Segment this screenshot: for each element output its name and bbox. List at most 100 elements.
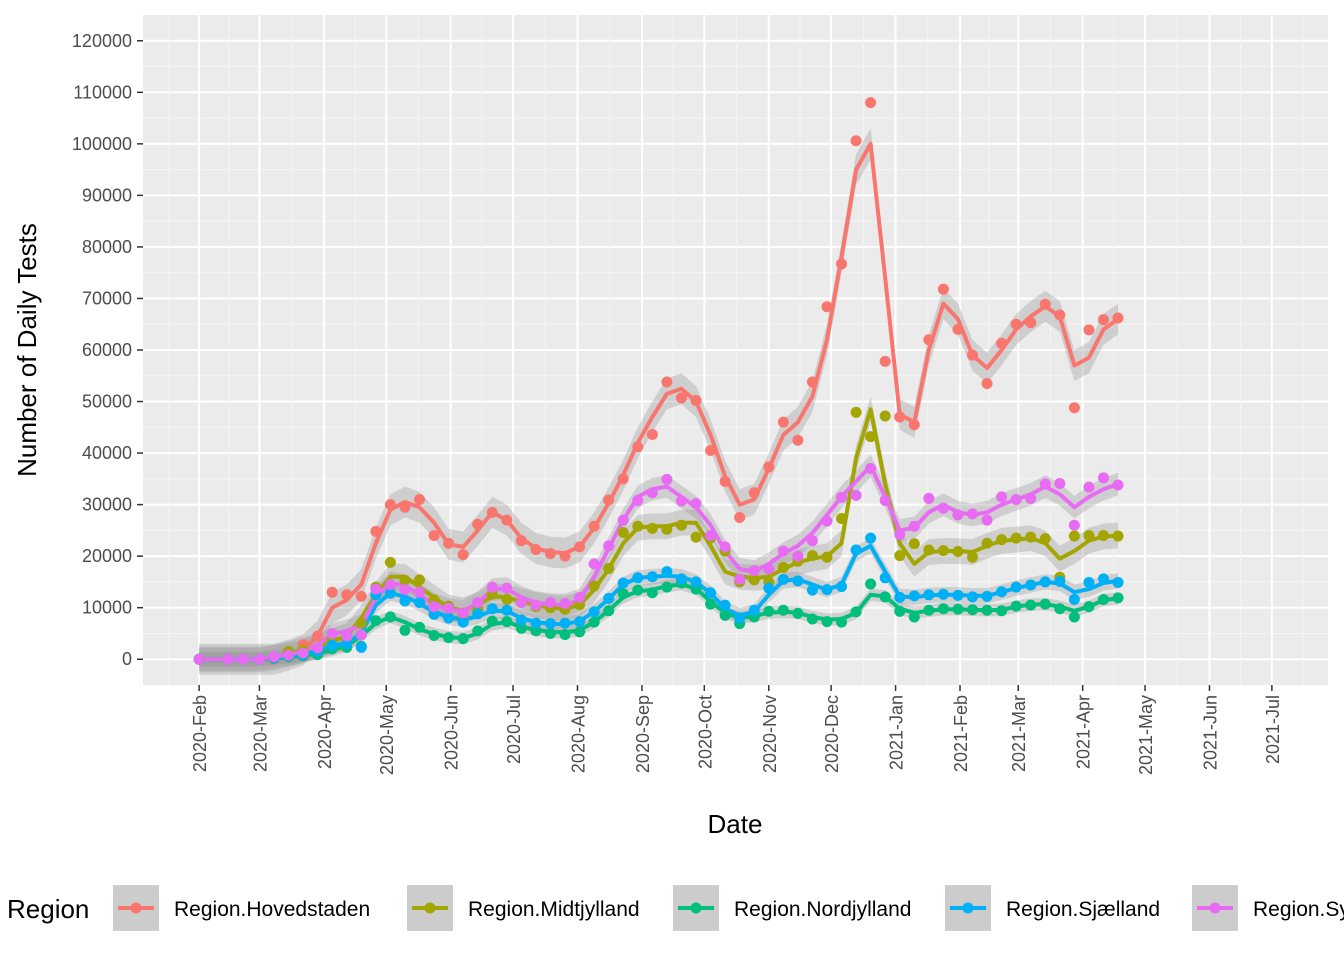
data-point — [559, 550, 571, 562]
data-point — [574, 616, 586, 628]
data-point — [865, 97, 877, 109]
data-point — [603, 494, 615, 506]
y-tick-label: 10000 — [82, 598, 132, 618]
data-point — [486, 603, 498, 615]
data-point — [850, 544, 862, 556]
data-point — [763, 461, 775, 473]
data-point — [836, 258, 848, 270]
data-point — [1097, 472, 1109, 484]
data-point — [312, 642, 324, 654]
x-tick-label: 2020-May — [377, 695, 397, 775]
data-point — [894, 605, 906, 617]
data-point — [443, 537, 455, 549]
legend-key-point — [424, 902, 436, 914]
data-point — [574, 626, 586, 638]
data-point — [428, 630, 440, 642]
data-point — [937, 603, 949, 615]
data-point — [923, 589, 935, 601]
y-tick-label: 100000 — [72, 134, 132, 154]
data-point — [806, 550, 818, 562]
data-point — [908, 520, 920, 532]
data-point — [937, 544, 949, 556]
data-point — [1112, 479, 1124, 491]
data-point — [719, 541, 731, 553]
legend-title: Region — [7, 894, 89, 924]
data-point — [908, 538, 920, 550]
x-tick-label: 2020-Oct — [695, 695, 715, 769]
x-tick-label: 2021-Apr — [1074, 695, 1094, 769]
data-point — [836, 581, 848, 593]
data-point — [617, 588, 629, 600]
data-point — [967, 551, 978, 563]
data-point — [443, 612, 455, 624]
data-point — [967, 349, 978, 361]
data-point — [355, 617, 367, 629]
data-point — [719, 475, 731, 487]
data-point — [981, 590, 993, 602]
data-point — [792, 607, 804, 619]
y-tick-label: 80000 — [82, 237, 132, 257]
data-point — [355, 590, 367, 602]
data-point — [1025, 492, 1037, 504]
x-tick-label: 2021-May — [1136, 695, 1156, 775]
data-point — [457, 616, 469, 628]
data-point — [981, 537, 993, 549]
data-point — [443, 632, 455, 644]
data-point — [501, 604, 513, 616]
data-point — [399, 624, 411, 636]
data-point — [777, 561, 789, 573]
data-point — [923, 544, 935, 556]
y-tick-label: 50000 — [82, 392, 132, 412]
data-point — [1025, 531, 1037, 543]
data-point — [719, 609, 731, 621]
data-point — [1097, 530, 1109, 542]
data-point — [530, 625, 542, 637]
data-point — [603, 592, 615, 604]
data-point — [472, 597, 484, 609]
data-point — [399, 501, 411, 513]
x-tick-label: 2021-Jun — [1201, 695, 1221, 770]
data-point — [996, 337, 1008, 349]
data-point — [908, 419, 920, 431]
data-point — [472, 625, 484, 637]
legend-label: Region.Syddanmark — [1253, 898, 1344, 921]
data-point — [501, 616, 513, 628]
data-point — [996, 586, 1008, 598]
data-point — [908, 590, 920, 602]
data-point — [894, 529, 906, 541]
data-point — [530, 599, 542, 611]
data-point — [952, 603, 964, 615]
data-point — [937, 502, 949, 514]
data-point — [777, 416, 789, 428]
data-point — [1010, 581, 1022, 593]
y-axis: 0 10000 20000 30000 40000 50000 60000 70000 8000… — [72, 31, 143, 669]
data-point — [283, 649, 295, 661]
data-point — [777, 604, 789, 616]
data-point — [632, 520, 644, 532]
data-point — [865, 431, 877, 443]
data-point — [675, 392, 687, 404]
data-point — [384, 611, 396, 623]
data-point — [501, 514, 513, 526]
legend-key-point — [1209, 902, 1221, 914]
data-point — [1054, 603, 1066, 615]
data-point — [836, 513, 848, 525]
data-point — [472, 518, 484, 530]
data-point — [734, 612, 746, 624]
data-point — [937, 588, 949, 600]
data-point — [792, 575, 804, 587]
data-point — [312, 630, 324, 642]
data-point — [821, 616, 833, 628]
data-point — [675, 573, 687, 585]
y-tick-label: 40000 — [82, 443, 132, 463]
data-point — [1010, 493, 1022, 505]
data-point — [792, 434, 804, 446]
data-point — [763, 582, 775, 594]
data-point — [821, 301, 833, 313]
data-point — [399, 595, 411, 607]
y-tick-label: 30000 — [82, 495, 132, 515]
data-point — [370, 615, 382, 627]
y-axis-title: Number of Daily Tests — [12, 223, 42, 477]
data-point — [268, 651, 280, 663]
data-point — [486, 506, 498, 518]
